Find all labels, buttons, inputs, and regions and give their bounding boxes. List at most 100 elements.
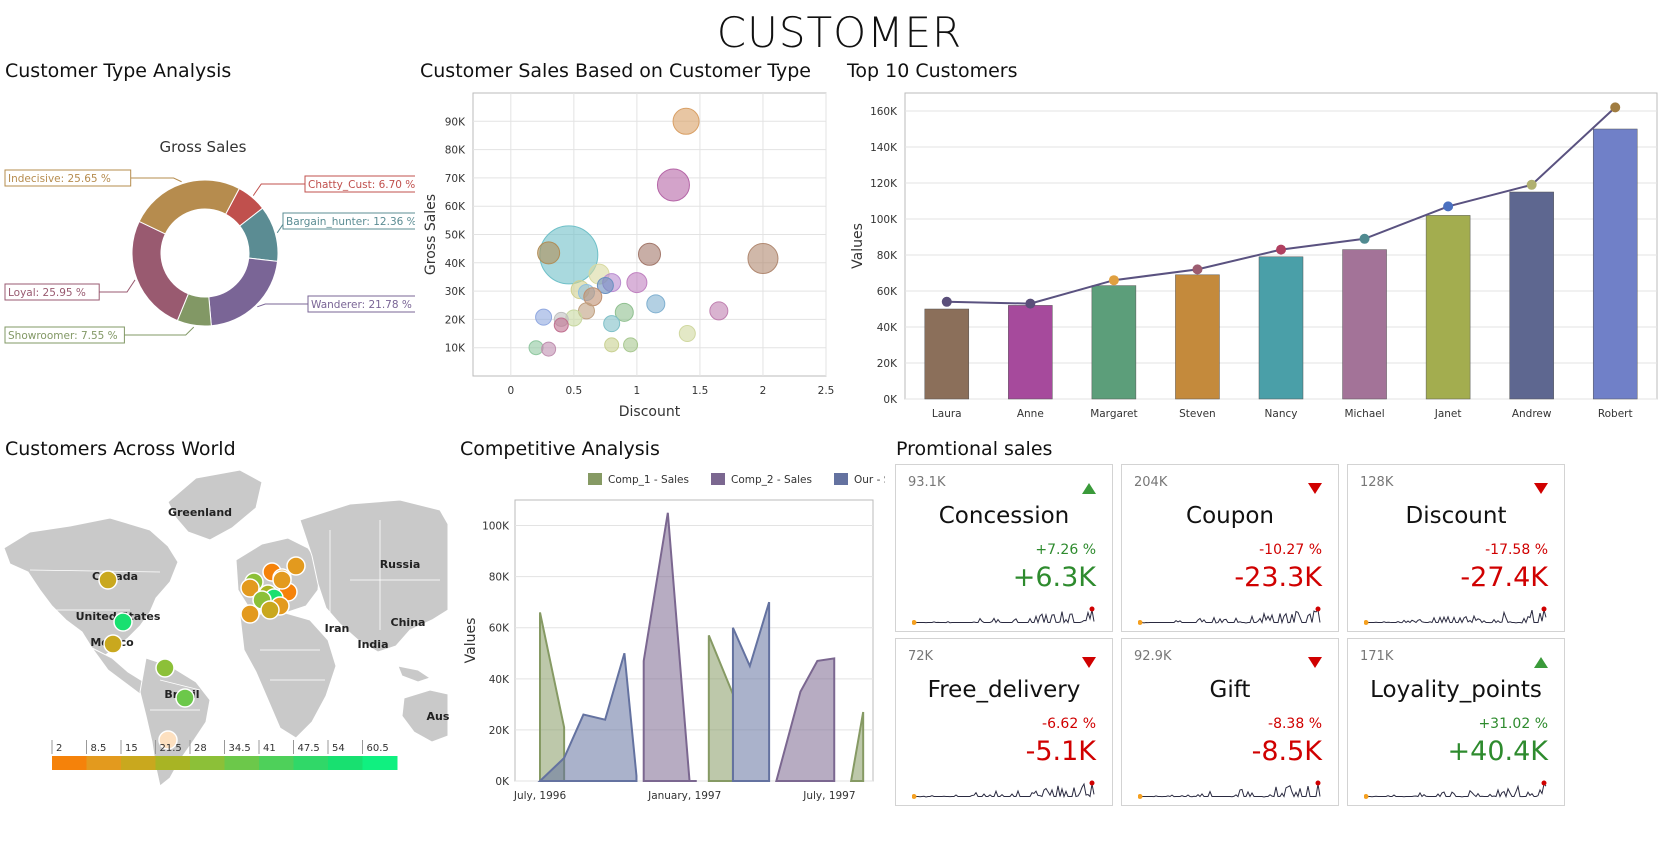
customers-world-map[interactable]: GreenlandRussiaCanadaUnited StatesMexico… [0,460,450,790]
sparkline-end-marker [1315,780,1321,786]
panel-title-world: Customers Across World [5,438,236,460]
bar-janet[interactable] [1425,215,1471,400]
bar-trend-marker[interactable] [1443,201,1454,212]
bar-ytick-label: 160K [870,106,898,118]
bar-trend-marker[interactable] [1359,233,1370,244]
map-legend-label: 47.5 [298,743,320,754]
top10-customers-bar-chart[interactable]: 0K 20K 40K 60K 80K 100K 120K 140K 160K Values Laur… [840,85,1675,430]
scatter-ytick-label: 40K [445,258,466,270]
bar-trend-marker[interactable] [1108,275,1119,286]
map-land [3,469,449,787]
scatter-bubble[interactable] [596,276,614,294]
arrow-down-icon [1308,657,1322,668]
scatter-bubble[interactable] [709,301,729,321]
map-legend-swatch [328,756,363,770]
map-bubble[interactable] [98,570,118,590]
donut-slice-indecisive[interactable] [138,179,240,235]
scatter-bubble[interactable] [541,341,557,357]
map-bubble[interactable] [175,688,195,708]
scatter-bubble[interactable] [528,340,544,356]
promo-card-sparkline [1364,780,1547,799]
scatter-ytick-label: 80K [445,145,466,157]
map-bubble[interactable] [158,730,178,750]
map-label-india: India [358,638,389,651]
map-bubble[interactable] [113,612,133,632]
bar-trend-marker[interactable] [1192,264,1203,275]
arrow-down-icon [1082,657,1096,668]
area-our[interactable] [537,652,638,782]
scatter-bubble[interactable] [603,315,621,333]
promo-card-name: Discount [1405,503,1507,529]
sparkline-path [1140,608,1321,625]
map-bubble[interactable] [240,578,260,598]
sparkline-path [1139,783,1321,798]
scatter-bubble[interactable] [535,308,553,326]
map-label-greenland: Greenland [168,506,232,519]
bar-trend-marker[interactable] [941,296,952,307]
bar-trend-marker[interactable] [1610,102,1621,113]
scatter-bubble[interactable] [656,168,690,202]
arrow-down-icon [1534,483,1548,494]
promo-card-discount[interactable]: 128K Discount -17.58 % -27.4K [1347,464,1565,632]
area-comp-2[interactable] [642,512,697,782]
area-comp-1[interactable] [849,711,865,782]
bar-andrew[interactable] [1509,191,1554,400]
map-bubble[interactable] [286,556,306,576]
scatter-bubble[interactable] [604,337,620,353]
bar-margaret[interactable] [1091,285,1137,400]
scatter-bubble[interactable] [626,272,648,294]
sparkline-end-marker [1541,780,1547,786]
donut-slice-loyal[interactable] [131,220,190,322]
sparkline-path [1365,782,1547,799]
sparkline-start-marker [1364,620,1369,625]
donut-leader-line [99,279,136,293]
map-bubble[interactable] [240,604,260,624]
promo-card-value: 93.1K [908,475,946,490]
bar-steven[interactable] [1175,274,1220,400]
map-bubble[interactable] [260,600,280,620]
donut-leader-line [130,177,182,183]
bar-trend-marker[interactable] [1276,244,1286,255]
bar-laura[interactable] [924,308,970,400]
scatter-bubble[interactable] [672,107,700,135]
scatter-bubble[interactable] [614,302,634,322]
map-bubble[interactable] [272,570,292,590]
map-bubble[interactable] [103,634,123,654]
scatter-ytick-label: 60K [445,201,466,213]
bar-trend-marker[interactable] [1025,298,1036,309]
bar-nancy[interactable] [1258,256,1304,400]
promo-card-concession[interactable]: 93.1K Concession +7.26 % +6.3K [895,464,1113,632]
donut-slice-wanderer[interactable] [208,257,279,327]
scatter-bubble[interactable] [678,325,696,343]
promo-card-loyality-points[interactable]: 171K Loyality_points +31.02 % +40.4K [1347,638,1565,806]
scatter-bubble[interactable] [646,294,666,314]
scatter-bubble[interactable] [747,243,779,275]
area-comp-2[interactable] [775,657,836,782]
scatter-bubble[interactable] [537,241,561,265]
bar-xtick-label: Steven [1179,408,1216,420]
sparkline-end-marker [1089,780,1095,786]
scatter-bubble[interactable] [553,317,569,333]
scatter-ytick-label: 90K [445,116,466,128]
customer-type-donut-chart[interactable]: Gross Sales Chatty_Cust: 6.70 % Bargain_hu… [0,85,415,375]
promo-card-free-delivery[interactable]: 72K Free_delivery -6.62 % -5.1K [895,638,1113,806]
area-ylabel: Values [463,618,479,664]
bar-michael[interactable] [1342,249,1387,400]
scatter-bubble[interactable] [623,337,639,353]
competitive-analysis-area-chart[interactable]: 0K 20K 40K 60K 80K 100K July, 1996 January, 199… [455,462,885,807]
area-our[interactable] [731,601,771,782]
bar-robert[interactable] [1592,128,1638,400]
donut-leader-line [252,183,305,196]
promo-card-percent: -10.27 % [1259,542,1322,558]
customer-sales-bubble-chart[interactable]: 10K 20K 30K 40K 50K 60K 70K 80K 90K 0 0.5 1 1.5 2 2.5 D… [415,85,835,430]
bar-xtick-label: Laura [932,408,962,420]
promo-card-gift[interactable]: 92.9K Gift -8.38 % -8.5K [1121,638,1339,806]
promo-card-coupon[interactable]: 204K Coupon -10.27 % -23.3K [1121,464,1339,632]
bar-ytick-label: 120K [870,178,898,190]
bar-trend-marker[interactable] [1526,179,1537,190]
donut-label-wanderer: Wanderer: 21.78 % [311,299,412,311]
scatter-bubble[interactable] [638,242,661,266]
map-bubble[interactable] [155,658,175,678]
bar-anne[interactable] [1008,305,1053,400]
map-legend-label: 34.5 [229,743,251,754]
